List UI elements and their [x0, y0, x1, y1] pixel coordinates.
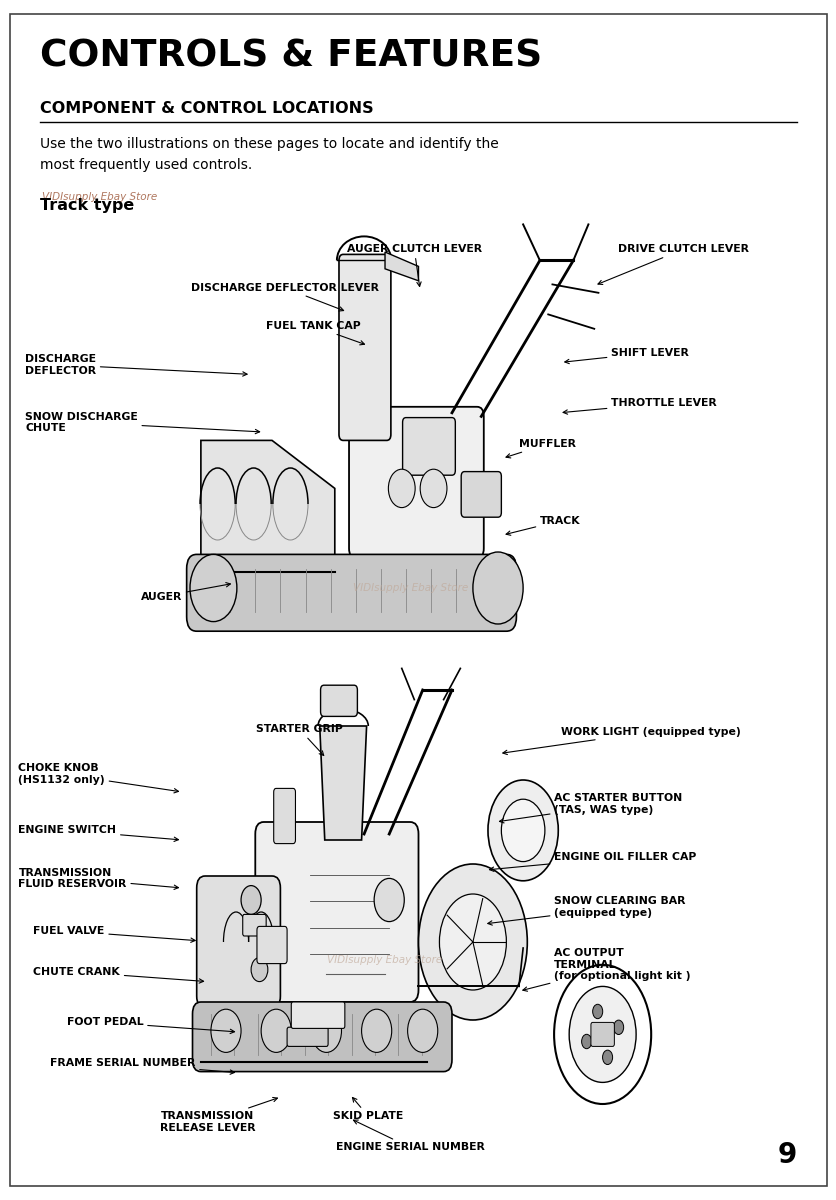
Text: SHIFT LEVER: SHIFT LEVER — [564, 348, 688, 364]
Circle shape — [361, 1009, 391, 1052]
Text: WORK LIGHT (equipped type): WORK LIGHT (equipped type) — [502, 727, 740, 755]
Circle shape — [261, 1009, 291, 1052]
Circle shape — [602, 1050, 612, 1064]
FancyBboxPatch shape — [461, 472, 501, 517]
FancyBboxPatch shape — [291, 1002, 344, 1028]
FancyBboxPatch shape — [192, 1002, 451, 1072]
Circle shape — [568, 986, 635, 1082]
Circle shape — [241, 886, 261, 914]
Text: TRACK: TRACK — [506, 516, 580, 535]
Polygon shape — [385, 252, 418, 281]
FancyBboxPatch shape — [242, 914, 266, 936]
Circle shape — [472, 552, 522, 624]
Circle shape — [407, 1009, 437, 1052]
Text: FRAME SERIAL NUMBER: FRAME SERIAL NUMBER — [50, 1058, 234, 1074]
Text: 9: 9 — [777, 1141, 795, 1169]
Text: SKID PLATE: SKID PLATE — [333, 1098, 403, 1121]
Text: FUEL VALVE: FUEL VALVE — [33, 926, 195, 942]
Text: SNOW CLEARING BAR
(equipped type): SNOW CLEARING BAR (equipped type) — [487, 896, 685, 925]
Text: COMPONENT & CONTROL LOCATIONS: COMPONENT & CONTROL LOCATIONS — [40, 101, 374, 115]
FancyBboxPatch shape — [257, 926, 287, 964]
Text: THROTTLE LEVER: THROTTLE LEVER — [563, 398, 716, 414]
Text: Use the two illustrations on these pages to locate and identify the: Use the two illustrations on these pages… — [40, 137, 498, 151]
Circle shape — [311, 1009, 341, 1052]
Text: ENGINE SERIAL NUMBER: ENGINE SERIAL NUMBER — [335, 1120, 484, 1152]
Text: FOOT PEDAL: FOOT PEDAL — [67, 1018, 234, 1033]
Text: FUEL TANK CAP: FUEL TANK CAP — [266, 322, 364, 344]
Text: TRANSMISSION
RELEASE LEVER: TRANSMISSION RELEASE LEVER — [160, 1098, 277, 1133]
Polygon shape — [201, 440, 334, 572]
Text: ENGINE OIL FILLER CAP: ENGINE OIL FILLER CAP — [489, 852, 696, 871]
Circle shape — [592, 1004, 602, 1019]
Text: most frequently used controls.: most frequently used controls. — [40, 158, 252, 173]
Circle shape — [553, 965, 650, 1104]
Text: VIDIsupply Ebay Store: VIDIsupply Ebay Store — [327, 955, 442, 965]
Text: TRANSMISSION
FLUID RESERVOIR: TRANSMISSION FLUID RESERVOIR — [18, 868, 178, 889]
Circle shape — [613, 1020, 623, 1034]
Circle shape — [251, 958, 268, 982]
Text: VIDIsupply Ebay Store: VIDIsupply Ebay Store — [352, 583, 467, 593]
Text: Track type: Track type — [40, 198, 135, 214]
Circle shape — [388, 469, 415, 508]
Text: MUFFLER: MUFFLER — [506, 439, 575, 458]
Text: AUGER: AUGER — [140, 582, 230, 601]
Circle shape — [487, 780, 558, 881]
FancyBboxPatch shape — [287, 1027, 328, 1046]
FancyBboxPatch shape — [273, 788, 295, 844]
Circle shape — [420, 469, 446, 508]
FancyBboxPatch shape — [349, 407, 483, 558]
Text: DISCHARGE DEFLECTOR LEVER: DISCHARGE DEFLECTOR LEVER — [191, 283, 378, 311]
Text: DISCHARGE
DEFLECTOR: DISCHARGE DEFLECTOR — [25, 354, 247, 376]
FancyBboxPatch shape — [320, 685, 357, 716]
Circle shape — [439, 894, 506, 990]
Circle shape — [581, 1034, 591, 1049]
Circle shape — [190, 554, 237, 622]
FancyBboxPatch shape — [402, 418, 455, 475]
Text: STARTER GRIP: STARTER GRIP — [256, 725, 343, 756]
Text: CHOKE KNOB
(HS1132 only): CHOKE KNOB (HS1132 only) — [18, 763, 178, 793]
Text: AC OUTPUT
TERMINAL
(for optional light kit ): AC OUTPUT TERMINAL (for optional light k… — [522, 948, 690, 991]
Text: ENGINE SWITCH: ENGINE SWITCH — [18, 826, 178, 841]
FancyBboxPatch shape — [186, 554, 516, 631]
Text: CONTROLS & FEATURES: CONTROLS & FEATURES — [40, 38, 542, 74]
FancyBboxPatch shape — [255, 822, 418, 1002]
Circle shape — [211, 1009, 241, 1052]
Text: VIDIsupply Ebay Store: VIDIsupply Ebay Store — [42, 192, 157, 202]
FancyBboxPatch shape — [196, 876, 280, 1008]
Text: SNOW DISCHARGE
CHUTE: SNOW DISCHARGE CHUTE — [25, 412, 259, 433]
FancyBboxPatch shape — [590, 1022, 614, 1046]
Polygon shape — [319, 726, 366, 840]
Circle shape — [418, 864, 527, 1020]
Text: AC STARTER BUTTON
(TAS, WAS type): AC STARTER BUTTON (TAS, WAS type) — [499, 793, 681, 823]
Text: CHUTE CRANK: CHUTE CRANK — [33, 967, 203, 983]
Circle shape — [501, 799, 544, 862]
FancyBboxPatch shape — [339, 254, 390, 440]
Text: AUGER CLUTCH LEVER: AUGER CLUTCH LEVER — [346, 245, 482, 287]
Text: DRIVE CLUTCH LEVER: DRIVE CLUTCH LEVER — [597, 245, 748, 284]
Circle shape — [374, 878, 404, 922]
